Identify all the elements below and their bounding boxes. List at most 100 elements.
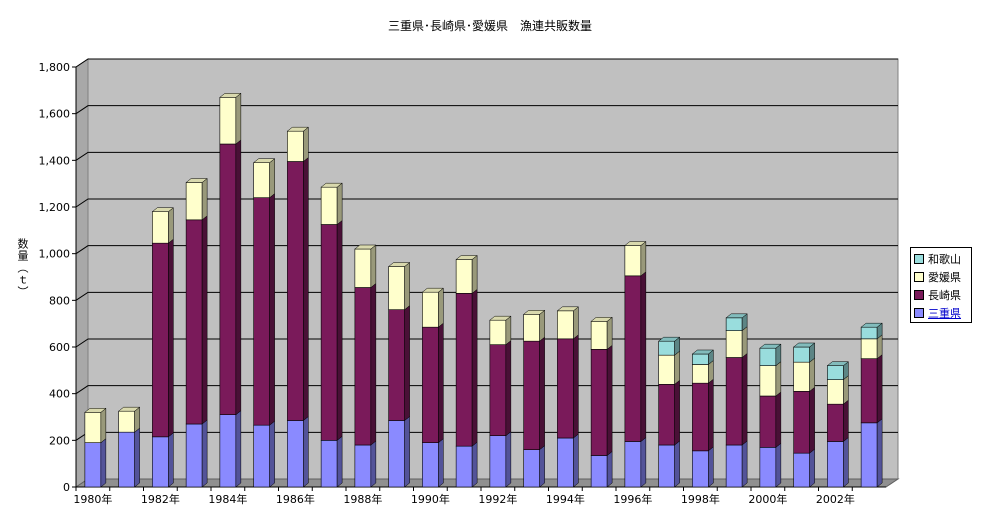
bar-segment <box>455 445 473 488</box>
bar-segment <box>860 338 878 359</box>
bar-side <box>640 240 647 277</box>
bar-segment <box>219 143 237 415</box>
bar-segment <box>759 365 777 397</box>
bar-top <box>252 158 276 163</box>
bar-side <box>471 254 478 294</box>
bar-side <box>539 336 545 451</box>
bar-segment <box>725 357 743 446</box>
bar-segment <box>523 449 540 488</box>
bar-side <box>775 361 782 397</box>
bar-segment <box>658 340 675 356</box>
bar-side <box>606 450 613 488</box>
bar-top <box>759 343 782 349</box>
bar-top <box>556 306 580 312</box>
bar-segment <box>827 365 844 380</box>
bar-side <box>674 350 680 385</box>
bar-side <box>809 448 815 488</box>
bar-side <box>775 391 782 448</box>
bar-side <box>471 441 478 488</box>
bar-side <box>303 156 309 422</box>
legend-swatch-wakayama <box>914 254 924 264</box>
bar-side <box>235 410 242 488</box>
bar-segment <box>590 455 608 488</box>
bar-segment <box>320 186 338 225</box>
bar-segment <box>692 382 709 452</box>
bar-side <box>201 177 208 221</box>
bar-top <box>354 244 377 250</box>
bar-top <box>387 262 411 267</box>
bar-side <box>134 427 140 488</box>
bar-side <box>303 415 309 488</box>
bar-side <box>573 433 579 488</box>
bar-segment <box>489 435 507 488</box>
legend-item-ehime: 愛媛県 <box>914 268 968 286</box>
bar-side <box>235 139 242 416</box>
bar-side <box>201 215 208 425</box>
bar-side <box>573 334 579 439</box>
bar-side <box>741 352 748 446</box>
bar-side <box>843 375 849 405</box>
plot-area: 0 200 400 600 800 1,000 1,200 1,400 1,600 1,800 19… <box>39 58 900 506</box>
bar-side <box>168 207 174 244</box>
bar-side <box>876 354 883 424</box>
legend-swatch-mie <box>914 308 924 318</box>
bar-segment <box>658 354 675 385</box>
bar-side <box>404 415 410 488</box>
x-tick-label: 2000年 <box>748 492 787 506</box>
bar-segment <box>759 395 777 448</box>
bar-side <box>370 282 377 446</box>
bar-segment <box>692 353 709 365</box>
bar-segment <box>354 248 372 288</box>
bar-segment <box>725 330 743 358</box>
legend-label-mie[interactable]: 三重県 <box>928 307 961 320</box>
gridline <box>75 105 898 115</box>
bar-side <box>843 399 849 443</box>
bar-side <box>775 442 782 488</box>
y-axis-label: 数量（ｔ） <box>16 238 29 298</box>
bar-side <box>471 288 478 447</box>
bar-side <box>640 436 647 488</box>
gridline <box>75 58 898 68</box>
bar-segment <box>658 384 675 446</box>
bar-top <box>725 313 748 319</box>
bar-segment <box>219 414 237 488</box>
bar-top <box>691 349 715 355</box>
y-tick-label: 600 <box>49 341 70 354</box>
bar-segment <box>287 161 304 421</box>
bar-side <box>876 418 883 488</box>
bar-side <box>438 322 444 444</box>
bar-segment <box>759 447 777 488</box>
bar-segment <box>388 420 405 488</box>
y-tick-label: 1,400 <box>39 154 71 167</box>
bar-side <box>606 344 613 457</box>
x-tick-label: 1992年 <box>478 492 517 506</box>
bar-side <box>539 445 545 488</box>
y-tick-label: 0 <box>63 481 70 494</box>
bar-segment <box>253 197 270 426</box>
bar-segment <box>388 309 405 421</box>
bar-segment <box>489 344 507 436</box>
bar-segment <box>84 412 102 443</box>
bar-segment <box>152 242 169 438</box>
bar-side <box>809 357 815 392</box>
bar-side <box>539 309 545 342</box>
bar-segment <box>84 442 102 488</box>
bar-segment <box>422 442 439 488</box>
bar-segment <box>827 403 844 442</box>
bar-segment <box>860 326 878 340</box>
bar-top <box>522 310 546 315</box>
bar-side <box>741 326 748 359</box>
bar-segment <box>523 340 540 450</box>
bar-top <box>590 317 613 322</box>
bar-top <box>320 182 343 188</box>
bar-side <box>809 386 815 454</box>
y-tick-label: 400 <box>49 388 70 401</box>
x-tick-label: 1990年 <box>411 492 450 506</box>
bar-segment <box>489 319 507 345</box>
bar-side <box>370 244 377 289</box>
bar-side <box>168 432 174 488</box>
bar-segment <box>185 219 203 425</box>
bar-segment <box>422 291 439 328</box>
bar-side <box>269 420 275 488</box>
legend-item-mie[interactable]: 三重県 <box>914 304 968 322</box>
